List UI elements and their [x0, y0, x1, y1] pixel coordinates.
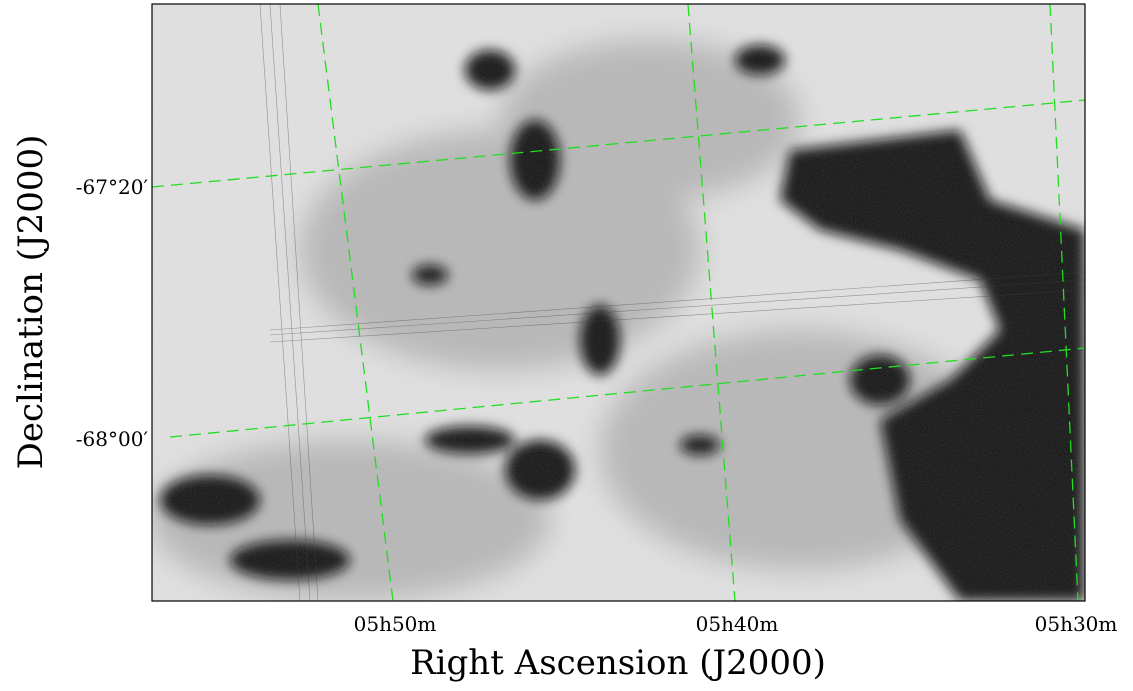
plot-frame	[151, 3, 1086, 602]
grid-line	[1049, 4, 1079, 601]
x-tick-label: 05h30m	[1035, 612, 1118, 636]
x-tick-label: 05h40m	[696, 612, 779, 636]
y-tick-label: -68°00′	[76, 427, 149, 451]
grid-line	[687, 4, 736, 601]
grid-line	[152, 99, 1085, 188]
grid-line	[169, 347, 1085, 438]
x-tick-label: 05h50m	[354, 612, 437, 636]
x-axis-label: Right Ascension (J2000)	[410, 643, 826, 683]
y-axis-label: Declination (J2000)	[11, 135, 51, 470]
y-tick-label: -67°20′	[76, 175, 149, 199]
sky-image	[152, 4, 1085, 601]
grid-line	[317, 4, 394, 601]
